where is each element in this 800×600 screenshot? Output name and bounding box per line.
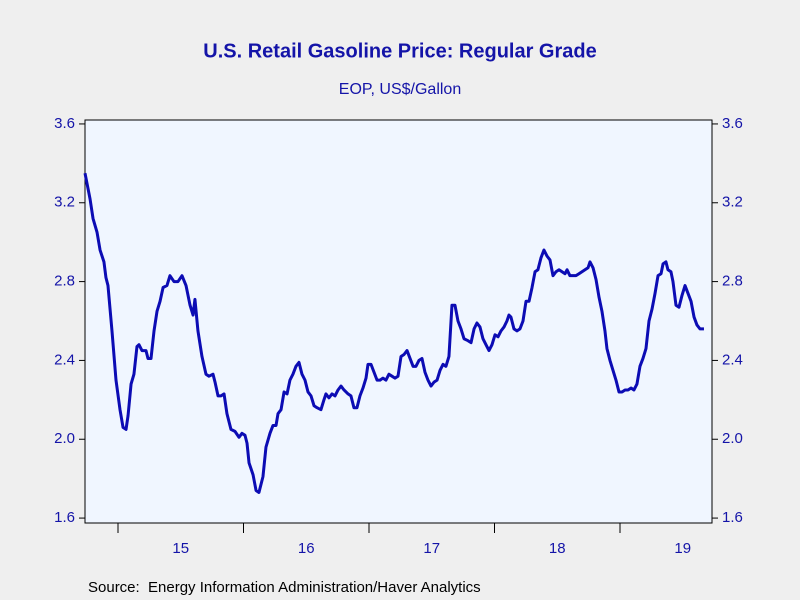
x-tick-label: 19 — [674, 540, 691, 557]
x-tick-label: 15 — [172, 540, 189, 557]
chart-title: U.S. Retail Gasoline Price: Regular Grad… — [203, 40, 596, 62]
y2-tick-label: 3.2 — [722, 194, 743, 211]
y-tick-label: 2.4 — [54, 351, 75, 368]
y-tick-label: 1.6 — [54, 509, 75, 526]
x-tick-label: 17 — [423, 540, 440, 557]
y2-tick-label: 2.4 — [722, 351, 743, 368]
y2-tick-label: 3.6 — [722, 115, 743, 132]
x-tick-label: 16 — [298, 540, 315, 557]
source-note: Source: Energy Information Administratio… — [88, 579, 481, 596]
plot-area — [84, 119, 713, 524]
y-tick-label: 2.0 — [54, 430, 75, 447]
y-tick-label: 2.8 — [54, 273, 75, 290]
y-tick-label: 3.2 — [54, 194, 75, 211]
y-tick-label: 3.6 — [54, 115, 75, 132]
y2-tick-label: 2.8 — [722, 273, 743, 290]
y2-tick-label: 1.6 — [722, 509, 743, 526]
chart-subtitle: EOP, US$/Gallon — [339, 81, 461, 98]
price-line — [83, 172, 704, 494]
y2-tick-label: 2.0 — [722, 430, 743, 447]
x-tick-label: 18 — [549, 540, 566, 557]
